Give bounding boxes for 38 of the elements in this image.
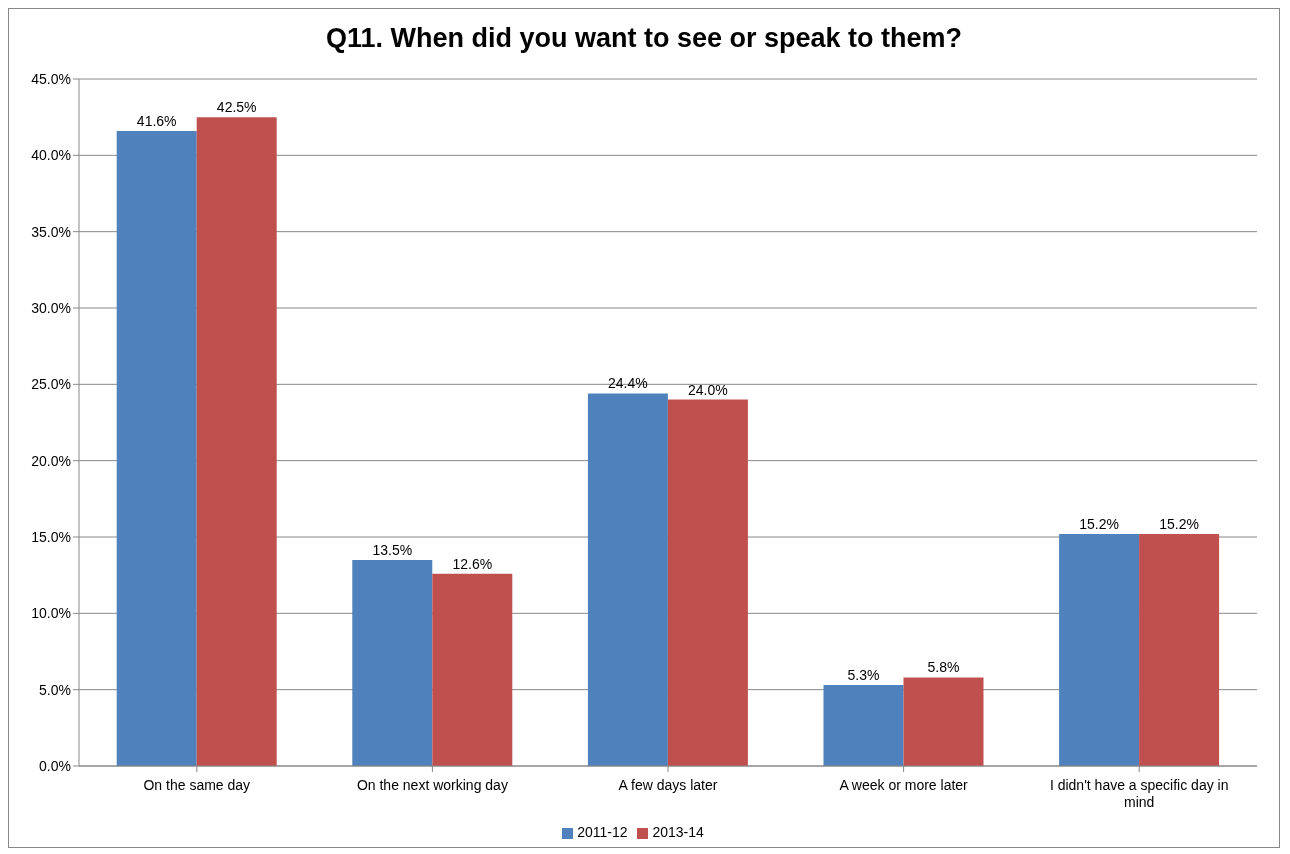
x-tick-label: On the same day: [143, 777, 251, 793]
data-label: 5.3%: [847, 667, 880, 684]
y-tick-label: 40.0%: [31, 147, 71, 164]
legend-label: 2013-14: [652, 824, 704, 840]
y-tick-label: 0.0%: [39, 757, 71, 774]
y-tick-label: 30.0%: [31, 299, 71, 316]
x-tick-label: I didn't have a specific day in mind: [1049, 777, 1229, 810]
data-label: 15.2%: [1079, 515, 1119, 532]
y-tick-label: 25.0%: [31, 376, 71, 393]
bar: [352, 559, 433, 766]
data-label: 5.8%: [927, 659, 960, 676]
y-tick-label: 5.0%: [39, 681, 71, 698]
y-tick-label: 35.0%: [31, 223, 71, 240]
bar: [432, 573, 513, 766]
bar: [1139, 533, 1220, 766]
bar: [903, 677, 984, 766]
y-tick-label: 10.0%: [31, 605, 71, 622]
bar: [587, 393, 668, 766]
bar: [1059, 533, 1140, 766]
x-tick-label: A few days later: [618, 777, 718, 793]
bar: [667, 399, 748, 766]
y-tick-label: 45.0%: [31, 70, 71, 87]
data-label: 41.6%: [136, 112, 177, 129]
x-tick-label: On the next working day: [356, 777, 508, 793]
data-label: 13.5%: [372, 541, 413, 558]
bar: [823, 685, 904, 766]
bar: [116, 130, 197, 766]
y-tick-label: 15.0%: [31, 528, 71, 545]
data-label: 42.5%: [216, 99, 257, 116]
data-label: 15.2%: [1159, 515, 1199, 532]
data-label: 12.6%: [452, 555, 493, 572]
chart-title: Q11. When did you want to see or speak to them?: [324, 22, 964, 55]
x-tick-label: A week or more later: [839, 777, 969, 793]
legend-label: 2011-12: [577, 824, 628, 840]
bar: [196, 117, 277, 766]
data-label: 24.0%: [688, 381, 728, 398]
y-tick-label: 20.0%: [31, 452, 71, 469]
data-label: 24.4%: [608, 375, 648, 392]
